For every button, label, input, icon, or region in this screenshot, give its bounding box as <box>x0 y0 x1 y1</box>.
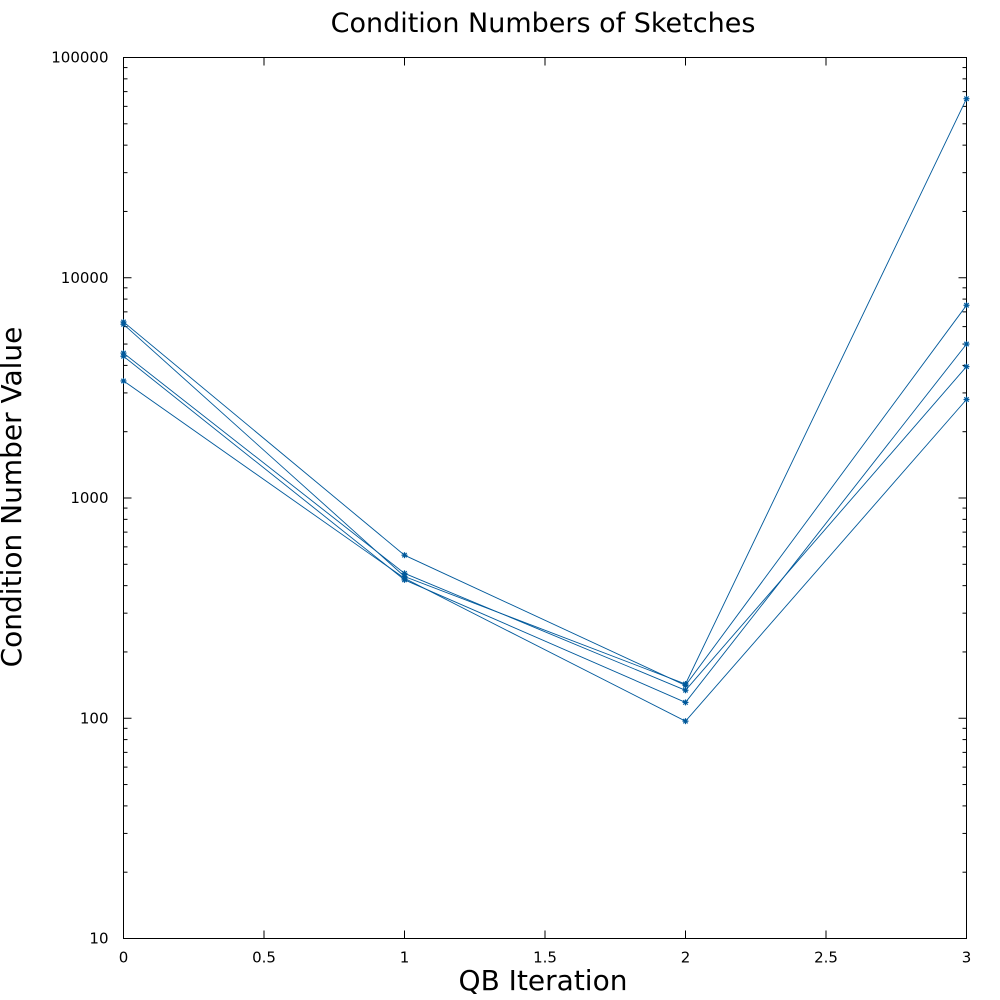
x-tick-label: 0 <box>119 949 129 967</box>
axis-ticks <box>123 57 967 939</box>
y-tick-label: 100 <box>80 709 109 727</box>
data-point <box>682 681 689 688</box>
x-tick-label: 1.5 <box>533 949 557 967</box>
x-axis-label: QB Iteration <box>459 964 628 997</box>
data-point <box>963 95 970 102</box>
data-point <box>120 321 127 328</box>
y-axis-label: Condition Number Value <box>0 327 28 668</box>
data-point <box>963 363 970 370</box>
x-tick-label: 1 <box>400 949 410 967</box>
series-line-5 <box>123 380 967 722</box>
x-tick-label: 3 <box>962 949 972 967</box>
x-tick-label: 2.5 <box>814 949 838 967</box>
data-point <box>682 718 689 725</box>
data-point <box>963 302 970 309</box>
x-tick-label: 0.5 <box>252 949 276 967</box>
data-point <box>120 353 127 360</box>
data-point <box>963 341 970 348</box>
y-tick-label: 10 <box>89 930 108 948</box>
y-tick-label: 10000 <box>61 269 109 287</box>
data-point <box>120 377 127 384</box>
series-group <box>120 95 970 725</box>
series-line-4 <box>123 343 967 703</box>
series-line-2 <box>123 98 967 685</box>
data-point <box>963 396 970 403</box>
data-point <box>682 699 689 706</box>
y-tick-label: 1000 <box>70 489 108 507</box>
series-line-3 <box>123 352 967 691</box>
series-line-1 <box>123 305 967 686</box>
y-tick-label: 100000 <box>51 49 108 67</box>
data-point <box>401 552 408 559</box>
data-point <box>682 687 689 694</box>
data-point <box>401 575 408 582</box>
x-tick-label: 2 <box>681 949 691 967</box>
plot-frame <box>123 57 967 939</box>
chart-title: Condition Numbers of Sketches <box>331 8 756 39</box>
tick-labels: 0 0.5 1 1.5 2 2.5 3 10 100 1000 10000 100000 <box>51 49 971 967</box>
